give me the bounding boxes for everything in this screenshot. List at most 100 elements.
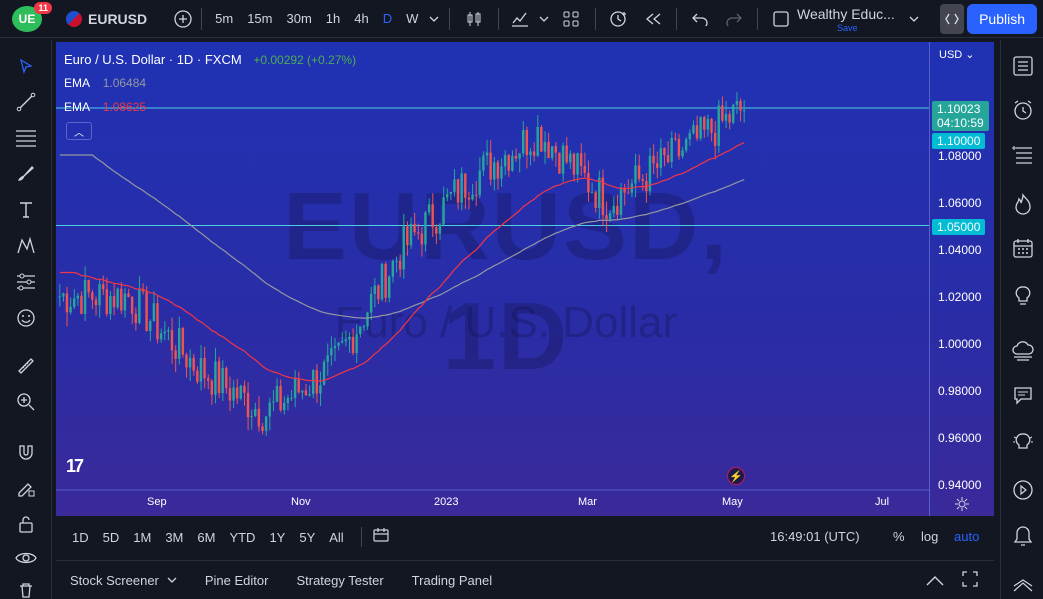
chats-icon[interactable] — [1009, 382, 1037, 410]
layout-grid-icon[interactable] — [553, 0, 589, 38]
candle-body — [616, 205, 619, 215]
fib-lines-icon[interactable] — [12, 124, 40, 152]
divider — [360, 527, 362, 547]
ema1-legend[interactable]: EMA 1.06484 — [64, 76, 146, 90]
candle-body — [232, 387, 235, 401]
streams-cloud-icon[interactable] — [1009, 336, 1037, 364]
symbol-search-button[interactable]: EURUSD — [66, 0, 147, 38]
utc-clock[interactable]: 16:49:01 (UTC) — [770, 529, 860, 544]
candle-body — [286, 398, 290, 403]
settings-gear-icon[interactable] — [954, 496, 970, 517]
chart-pane[interactable]: EURUSD, 1D Euro / U.S. Dollar Euro / U.S… — [56, 42, 994, 516]
candle-body — [569, 153, 572, 163]
ema2-legend[interactable]: EMA 1.08625 — [64, 100, 146, 114]
interval-5m[interactable]: 5m — [215, 11, 234, 26]
ema-slow-line[interactable] — [59, 154, 745, 319]
range-1m[interactable]: 1M — [133, 529, 152, 545]
interval-dropdown-chevron-icon[interactable] — [425, 0, 443, 38]
forecast-tool-icon[interactable] — [12, 268, 40, 296]
candle-body — [449, 191, 452, 195]
candle-body — [445, 194, 449, 198]
range-3m[interactable]: 3M — [165, 529, 184, 545]
candle-body — [261, 426, 264, 431]
redo-icon[interactable] — [717, 0, 751, 38]
text-tool-icon[interactable] — [12, 196, 40, 224]
interval-30m[interactable]: 30m — [286, 11, 312, 26]
divider — [595, 7, 597, 30]
layout-chevron-icon[interactable] — [905, 0, 923, 38]
range-5d[interactable]: 5D — [102, 529, 120, 545]
code-brackets-icon[interactable] — [940, 4, 964, 34]
candle-body — [663, 148, 666, 156]
legend-collapse-chevron-icon[interactable]: ︿ — [66, 122, 92, 140]
alert-clock-icon[interactable] — [602, 0, 636, 38]
range-all[interactable]: All — [329, 529, 344, 545]
trash-icon[interactable] — [12, 576, 40, 599]
time-tick: 2023 — [434, 496, 459, 508]
candle-body — [489, 152, 492, 180]
tab-trading-panel[interactable]: Trading Panel — [411, 572, 493, 588]
chevron-up-icon[interactable] — [926, 573, 944, 591]
auto-scale-toggle[interactable]: auto — [954, 529, 980, 544]
ideas-lightbulb-icon[interactable] — [1009, 282, 1037, 310]
candle-body — [134, 313, 137, 323]
zoom-in-icon[interactable] — [12, 388, 40, 416]
compare-add-button[interactable] — [171, 0, 195, 38]
tab-stock-screener[interactable]: Stock Screener — [56, 573, 191, 588]
currency-selector[interactable]: USD ⌄ — [939, 49, 975, 61]
ema-fast-line[interactable] — [59, 142, 745, 382]
watchlist-icon[interactable] — [1009, 52, 1037, 80]
undo-icon[interactable] — [683, 0, 717, 38]
live-broadcast-icon[interactable] — [1009, 476, 1037, 504]
interval-15m[interactable]: 15m — [247, 11, 273, 26]
replay-rewind-icon[interactable] — [636, 0, 670, 38]
hotlists-fire-icon[interactable] — [1009, 190, 1037, 218]
interval-1d[interactable]: D — [382, 11, 393, 26]
calendar-icon[interactable] — [1009, 234, 1037, 262]
alarm-clock-icon[interactable] — [1009, 96, 1037, 124]
indicators-icon[interactable] — [505, 0, 535, 38]
range-5y[interactable]: 5Y — [299, 529, 316, 545]
emoji-icon[interactable] — [12, 304, 40, 332]
candle-body — [496, 162, 500, 179]
date-range-calendar-icon[interactable] — [372, 527, 390, 548]
interval-1h[interactable]: 1h — [325, 11, 341, 26]
data-window-icon[interactable] — [1009, 142, 1037, 170]
fullscreen-square-icon[interactable] — [764, 0, 798, 38]
tradingview-logo[interactable]: 17 — [66, 456, 84, 476]
candle-body — [355, 334, 358, 354]
time-tick: Nov — [291, 496, 311, 508]
layout-name-button[interactable]: Wealthy Educ... Save — [797, 6, 927, 33]
tab-pine-editor[interactable]: Pine Editor — [204, 572, 269, 588]
pattern-tool-icon[interactable] — [12, 232, 40, 260]
candles-chart-type-icon[interactable] — [456, 0, 492, 38]
trend-line-icon[interactable] — [12, 88, 40, 116]
range-1d[interactable]: 1D — [72, 529, 89, 545]
lock-icon[interactable] — [12, 510, 40, 538]
price-axis[interactable]: USD ⌄ 1.10023 04:10:59 1.10000 1.08000 1… — [929, 42, 994, 516]
lock-drawing-pencil-icon[interactable] — [12, 474, 40, 502]
interval-1w[interactable]: W — [406, 11, 419, 26]
maximize-panel-icon[interactable] — [962, 571, 978, 592]
candle-body — [243, 385, 246, 393]
eye-icon[interactable] — [12, 544, 40, 572]
range-ytd[interactable]: YTD — [229, 529, 256, 545]
ruler-icon[interactable] — [12, 352, 40, 380]
cursor-icon[interactable] — [12, 52, 40, 80]
interval-4h[interactable]: 4h — [354, 11, 369, 26]
publish-button[interactable]: Publish — [967, 4, 1037, 34]
tab-strategy-tester[interactable]: Strategy Tester — [296, 572, 384, 588]
magnet-icon[interactable] — [12, 438, 40, 466]
brush-icon[interactable] — [12, 160, 40, 188]
percent-scale-toggle[interactable]: % — [893, 529, 905, 544]
candle-body — [742, 110, 746, 112]
tech-support-icon[interactable] — [1009, 428, 1037, 456]
indicators-chevron-icon[interactable] — [535, 0, 553, 38]
user-avatar[interactable]: UE 11 — [12, 1, 52, 32]
lightning-icon[interactable]: ⚡ — [727, 467, 745, 485]
more-chevron-icon[interactable] — [1009, 572, 1037, 599]
range-1y[interactable]: 1Y — [269, 529, 286, 545]
notifications-bell-icon[interactable] — [1009, 522, 1037, 550]
range-6m[interactable]: 6M — [197, 529, 216, 545]
log-scale-toggle[interactable]: log — [921, 529, 939, 544]
